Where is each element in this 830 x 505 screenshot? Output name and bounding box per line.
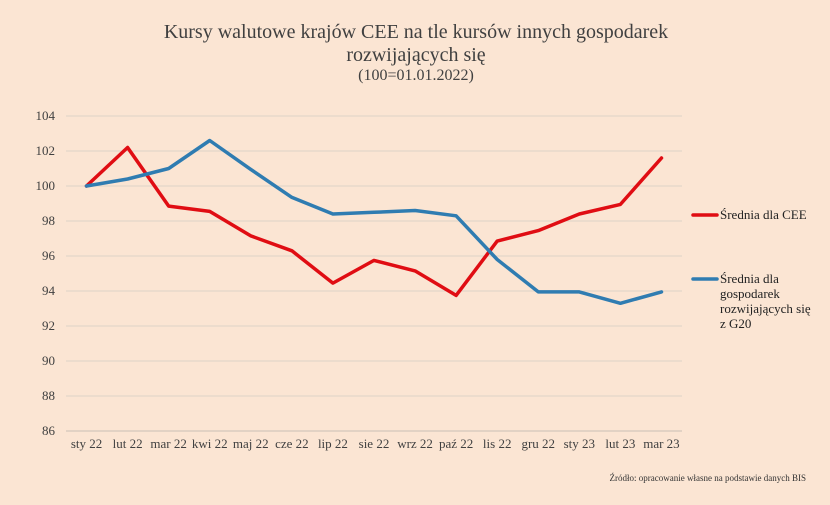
x-tick-label: lip 22 [318, 436, 348, 451]
x-tick-label: sty 22 [71, 436, 102, 451]
y-axis: 104 102 100 98 96 94 92 90 88 86 [36, 108, 56, 438]
y-tick-label: 100 [36, 178, 56, 193]
x-tick-label: lis 22 [483, 436, 512, 451]
x-tick-label: lut 23 [605, 436, 635, 451]
legend: Średnia dla CEE Średnia dlagospodarekrozw… [691, 207, 811, 331]
chart-title-line: Kursy walutowe krajów CEE na tle kursów … [164, 21, 668, 43]
y-tick-label: 104 [36, 108, 56, 123]
chart-title-line: rozwijających się [346, 44, 485, 66]
chart-title: Kursy walutowe krajów CEE na tle kursów … [164, 21, 668, 84]
legend-label: Średnia dla CEE [720, 207, 807, 222]
x-tick-label: kwi 22 [192, 436, 228, 451]
legend-label: z G20 [720, 316, 751, 331]
series-lines [84, 138, 664, 306]
x-tick-label: paź 22 [439, 436, 473, 451]
x-tick-label: cze 22 [275, 436, 309, 451]
legend-label: Średnia dla [720, 271, 779, 286]
y-tick-label: 94 [42, 283, 56, 298]
source-note: Źródło: opracowanie własne na podstawie … [610, 473, 806, 483]
series-line-1 [84, 138, 664, 306]
chart-title-line: (100=01.01.2022) [358, 67, 474, 84]
y-tick-label: 88 [42, 388, 55, 403]
x-tick-label: mar 22 [150, 436, 186, 451]
legend-label: gospodarek [720, 286, 780, 301]
y-tick-label: 96 [42, 248, 56, 263]
x-tick-label: sty 23 [564, 436, 595, 451]
x-tick-label: wrz 22 [397, 436, 433, 451]
y-tick-label: 86 [42, 423, 56, 438]
x-tick-label: sie 22 [359, 436, 390, 451]
x-axis: sty 22 lut 22 mar 22 kwi 22 maj 22 cze 22 lip … [71, 436, 680, 451]
y-tick-label: 92 [42, 318, 55, 333]
x-tick-label: gru 22 [521, 436, 555, 451]
x-tick-label: mar 23 [643, 436, 679, 451]
gridlines [66, 115, 682, 432]
legend-label: rozwijających się [720, 301, 811, 316]
y-tick-label: 102 [36, 143, 56, 158]
y-tick-label: 98 [42, 213, 55, 228]
series-line-0 [84, 145, 664, 298]
y-tick-label: 90 [42, 353, 55, 368]
x-tick-label: maj 22 [233, 436, 269, 451]
x-tick-label: lut 22 [113, 436, 143, 451]
